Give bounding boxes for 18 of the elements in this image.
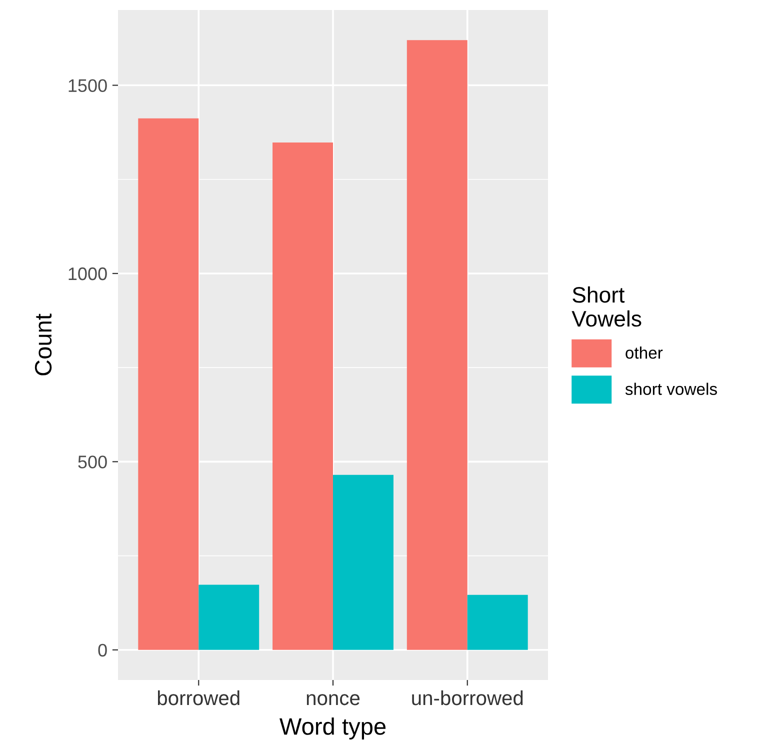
bar [406, 40, 468, 650]
legend-label: short vowels [625, 382, 717, 395]
y-tick-label: 500 [78, 456, 107, 468]
x-axis-title: Word type [280, 718, 386, 740]
bar [467, 594, 528, 650]
y-tick-label: 1500 [68, 79, 107, 92]
bar [333, 474, 394, 650]
x-tick-label: nonce [306, 694, 360, 706]
y-tick-label: 0 [98, 644, 107, 657]
x-tick-label: borrowed [158, 690, 240, 706]
bar [138, 118, 199, 650]
legend-label: other [626, 346, 663, 359]
legend-title: Short Vowels [572, 286, 642, 327]
x-tick-label: un-borrowed [412, 690, 523, 706]
bar [272, 142, 333, 650]
y-axis-title: Count [34, 314, 52, 376]
bar [198, 584, 260, 650]
y-tick-label: 1000 [68, 267, 107, 280]
